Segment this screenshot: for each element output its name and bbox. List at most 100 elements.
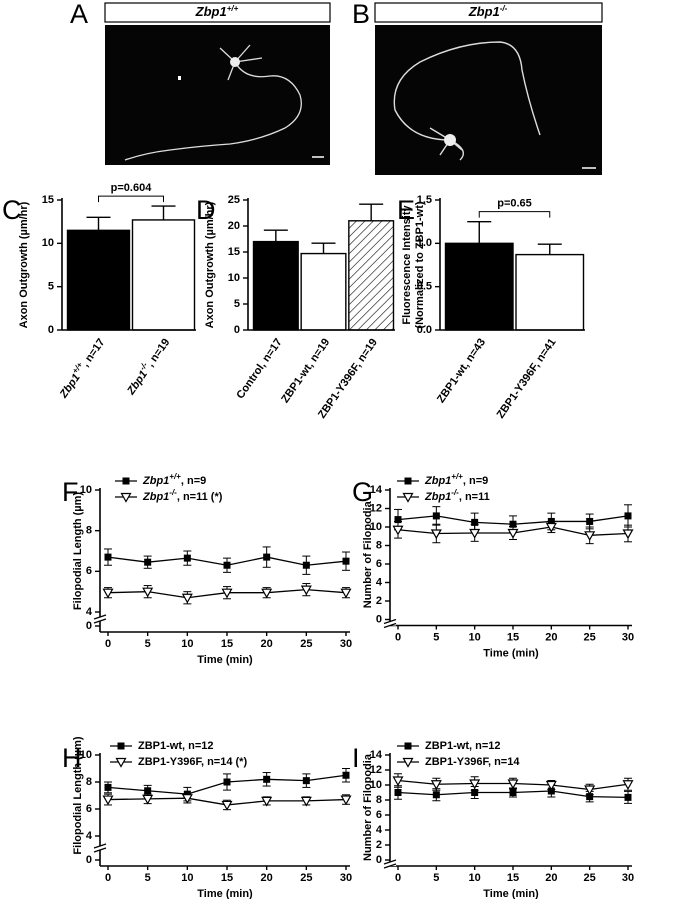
micrograph — [105, 25, 330, 165]
data-point — [300, 585, 312, 596]
x-tick-label: 15 — [221, 872, 233, 884]
x-axis-title: Time (min) — [197, 654, 253, 666]
y-tick-label: 0 — [86, 620, 92, 632]
data-point — [142, 587, 154, 598]
x-tick-label: 20 — [545, 631, 557, 643]
data-point — [102, 588, 114, 599]
y-tick-label: 10 — [80, 484, 92, 496]
y-axis-title: (Normalized to ZBP1-wt) — [414, 201, 426, 328]
y-axis-title: Number of Filopodia — [362, 500, 374, 608]
series — [102, 792, 352, 811]
data-point — [392, 525, 404, 536]
data-point — [221, 800, 233, 811]
legend-label: ZBP1-wt, n=12 — [425, 740, 501, 752]
y-tick-label: 8 — [86, 776, 92, 788]
x-tick-label: 25 — [300, 638, 312, 650]
data-point — [509, 789, 517, 796]
y-tick-label: 10 — [370, 779, 382, 791]
data-point — [181, 794, 193, 804]
data-point — [302, 561, 310, 569]
data-point — [342, 557, 350, 565]
title-box — [374, 2, 603, 23]
y-tick-label: 1.5 — [417, 194, 432, 206]
legend-label: Zbp1+/+, n=9 — [424, 472, 488, 487]
x-tick-label: 15 — [507, 631, 519, 643]
bar — [66, 229, 131, 331]
x-tick-label: 30 — [622, 872, 634, 884]
y-tick-label: 6 — [86, 565, 92, 577]
y-tick-label: 1.0 — [417, 237, 432, 249]
y-tick-label: 2 — [376, 839, 382, 851]
y-tick-label: 25 — [228, 194, 240, 206]
data-point — [404, 742, 412, 750]
bar — [444, 242, 514, 331]
x-tick-label: 5 — [145, 638, 151, 650]
axis-break — [93, 614, 107, 620]
data-point — [402, 757, 414, 768]
x-tick-label: 0 — [105, 638, 111, 650]
series — [104, 546, 350, 575]
x-tick-label: 0 — [395, 631, 401, 643]
x-tick-label: 25 — [300, 872, 312, 884]
data-point — [142, 794, 154, 805]
data-point — [624, 512, 632, 520]
x-axis-title: Time (min) — [483, 888, 539, 899]
data-point — [104, 783, 112, 791]
x-tick-label: 15 — [507, 872, 519, 884]
image-title: Zbp1+/+ — [195, 4, 239, 20]
x-axis-title: Time (min) — [483, 647, 539, 659]
data-point — [584, 785, 596, 796]
data-point — [261, 796, 273, 807]
data-point — [342, 771, 350, 779]
data-point — [263, 775, 271, 783]
y-tick-label: 15 — [42, 194, 54, 206]
significance-bracket — [98, 195, 164, 203]
data-point — [223, 561, 231, 569]
data-point — [469, 528, 481, 539]
y-tick-label: 4 — [86, 606, 93, 618]
panel-letter: B — [352, 0, 370, 29]
title-box — [104, 2, 331, 23]
panel-letter: F — [62, 477, 79, 507]
y-tick-label: 6 — [86, 803, 92, 815]
data-point — [340, 588, 352, 599]
x-tick-label: ZBP1-Y396F, n=41 — [495, 337, 559, 421]
panel-letter: I — [352, 743, 360, 773]
data-point — [263, 553, 271, 561]
data-point — [394, 516, 402, 524]
panel-letter: A — [70, 0, 88, 29]
legend-label: Zbp1-/-, n=11 — [424, 488, 490, 503]
data-point — [471, 789, 479, 796]
legend-label: ZBP1-Y396F, n=14 — [425, 756, 520, 768]
data-point — [547, 787, 555, 795]
y-tick-label: 0 — [234, 324, 240, 336]
axis-break — [383, 863, 397, 869]
x-tick-label: 25 — [584, 872, 596, 884]
y-tick-label: 0 — [376, 854, 382, 866]
axis-break — [383, 618, 397, 625]
data-point — [300, 796, 312, 807]
x-tick-label: 5 — [433, 872, 439, 884]
y-tick-label: 12 — [370, 502, 382, 514]
axis-break-gap — [384, 862, 396, 866]
y-tick-label: 20 — [228, 220, 240, 232]
data-point — [223, 778, 231, 786]
y-tick-label: 15 — [228, 246, 240, 258]
x-tick-label: 5 — [145, 872, 151, 884]
data-point — [261, 588, 273, 599]
data-point — [221, 588, 233, 599]
annotation: p=0.65 — [497, 198, 532, 210]
data-point — [181, 593, 193, 604]
y-tick-label: 14 — [370, 484, 383, 496]
x-tick-label: ZBP1-wt, n=19 — [279, 337, 332, 406]
y-tick-label: 0.5 — [417, 281, 432, 293]
data-point — [432, 791, 440, 799]
y-tick-label: 6 — [376, 558, 382, 570]
y-tick-label: 0.0 — [417, 324, 432, 336]
data-point — [507, 528, 519, 539]
data-point — [471, 518, 479, 526]
data-point — [102, 795, 114, 806]
series — [392, 773, 634, 796]
y-tick-label: 4 — [86, 830, 93, 842]
